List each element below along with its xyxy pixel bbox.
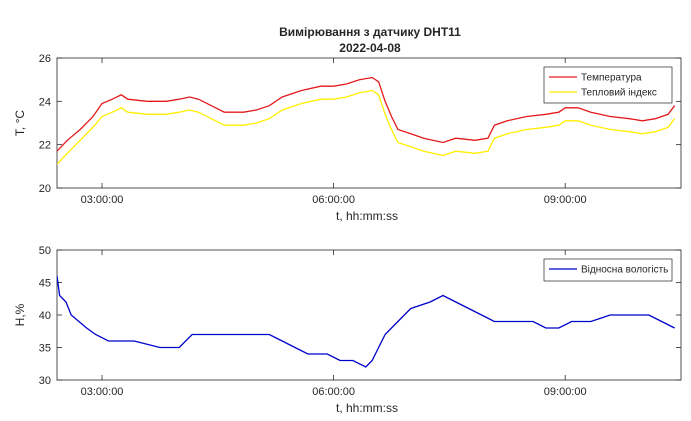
x-tick-label: 09:00:00 (544, 194, 587, 206)
x-tick-label: 03:00:00 (81, 194, 124, 206)
y-tick-label: 35 (39, 343, 51, 355)
y-tick-label: 24 (39, 96, 51, 108)
y-tick-label: 22 (39, 140, 51, 152)
series-line-1 (57, 76, 676, 152)
y-tick-label: 26 (39, 53, 51, 65)
legend-label: Температура (581, 73, 642, 84)
humidity-chart: 03:00:00 06:00:00 09:00:00 30 35 40 45 50 t, hh:… (13, 245, 682, 415)
x-tick-label: 06:00:00 (312, 194, 355, 206)
temperature-chart: 03:00:00 06:00:00 09:00:00 20 22 24 26 t, hh:mm… (13, 53, 682, 223)
x-axis-label: t, hh:mm:ss (336, 401, 398, 415)
legend-label: Тепловий індекс (581, 88, 657, 99)
series-line-2 (57, 89, 676, 165)
y-tick-label: 45 (39, 278, 51, 290)
y-tick-label: 50 (39, 245, 51, 257)
series-line-1 (57, 275, 675, 368)
x-axis-label: t, hh:mm:ss (336, 209, 398, 223)
x-tick-label: 09:00:00 (544, 386, 587, 398)
figure-subtitle: 2022-04-08 (339, 41, 401, 55)
y-tick-label: 40 (39, 310, 51, 322)
figure-title: Вимірювання з датчику DHT11 (279, 25, 461, 39)
legend (543, 258, 673, 282)
y-tick-label: 30 (39, 375, 51, 387)
x-tick-label: 06:00:00 (312, 386, 355, 398)
y-axis-label: T, °C (13, 110, 27, 136)
x-tick-label: 03:00:00 (81, 386, 124, 398)
legend (543, 66, 673, 104)
legend-label: Відносна вологість (581, 265, 668, 276)
y-tick-label: 20 (39, 183, 51, 195)
y-axis-label: H,% (13, 303, 27, 326)
